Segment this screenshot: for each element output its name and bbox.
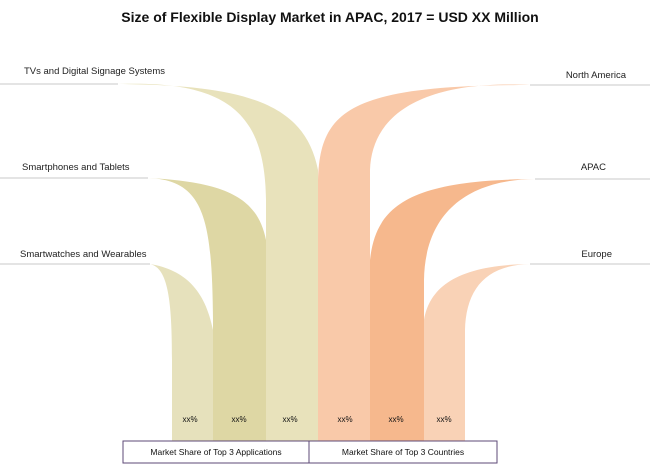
legend-countries: Market Share of Top 3 Countries [342, 447, 464, 457]
base-europe [424, 400, 465, 441]
pct-tvs: xx% [282, 415, 297, 424]
base-apac [370, 400, 424, 441]
pct-smartwatches: xx% [182, 415, 197, 424]
flow-apac [370, 179, 535, 400]
pct-europe: xx% [436, 415, 451, 424]
chart-title: Size of Flexible Display Market in APAC,… [121, 9, 538, 25]
label-europe: Europe [581, 249, 612, 260]
pct-north-america: xx% [337, 415, 352, 424]
pct-apac: xx% [388, 415, 403, 424]
label-smartwatches-wearables: Smartwatches and Wearables [20, 249, 147, 260]
flow-smartphones-tablets [148, 178, 266, 400]
flow-tvs-digital-signage [118, 83, 318, 400]
base-north-america [318, 400, 370, 441]
pct-smartphones: xx% [231, 415, 246, 424]
label-tvs-digital-signage: TVs and Digital Signage Systems [24, 66, 165, 77]
label-apac: APAC [581, 162, 606, 173]
flow-europe [424, 264, 530, 400]
label-smartphones-tablets: Smartphones and Tablets [22, 162, 130, 173]
base-smartphones [213, 400, 266, 441]
legend-box-countries [308, 440, 498, 464]
flow-smartwatches-wearables [150, 264, 213, 400]
base-smartwatches [172, 400, 213, 441]
base-tvs [266, 400, 318, 441]
legend-applications: Market Share of Top 3 Applications [150, 447, 281, 457]
flow-north-america [318, 84, 530, 400]
label-north-america: North America [566, 70, 627, 81]
